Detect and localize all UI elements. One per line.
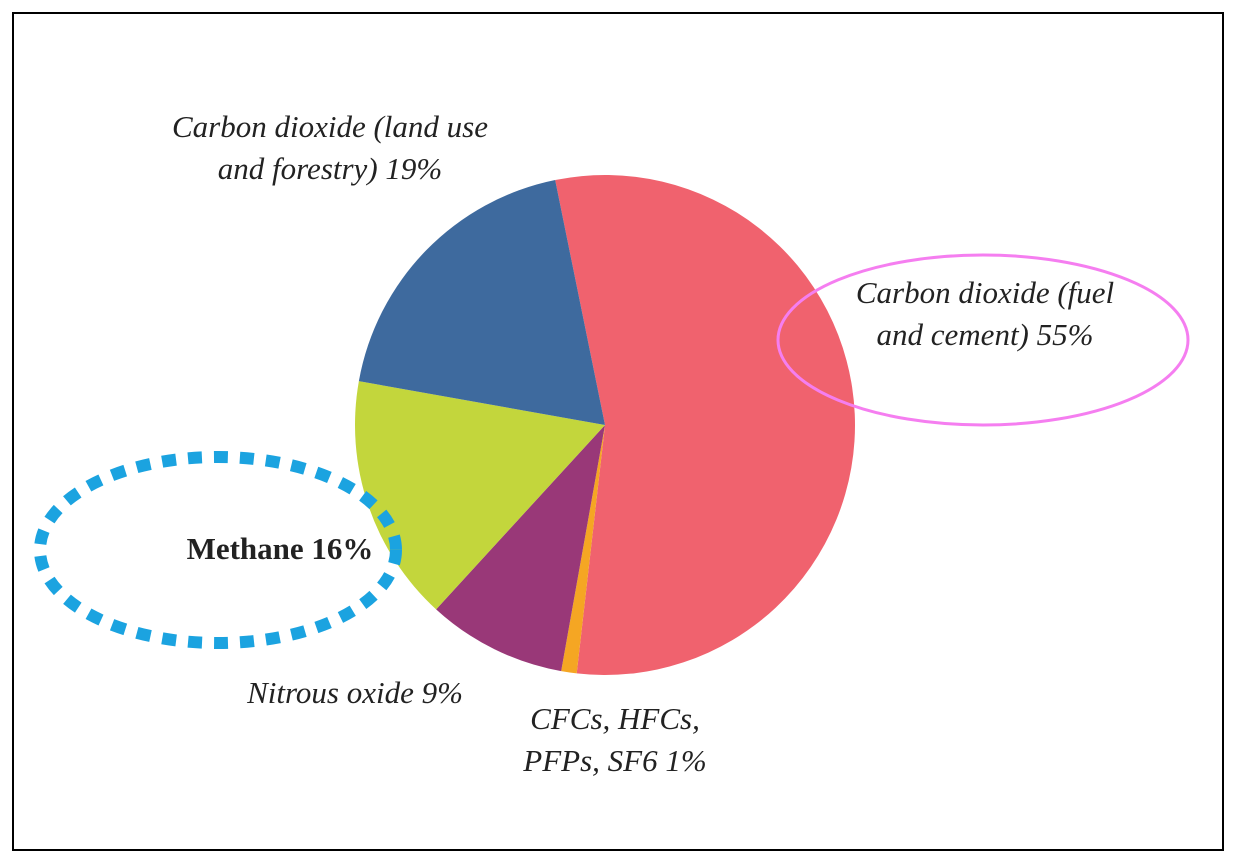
highlight-ellipse <box>776 253 1190 427</box>
wedge <box>555 174 856 675</box>
value-label: 55% <box>1036 317 1094 352</box>
value-label: 9% <box>421 675 463 710</box>
slice-label: Carbon dioxide (land use and forestry) 1… <box>170 106 490 190</box>
category-name: Carbon dioxide (fuel and cement) <box>855 275 1115 352</box>
highlight-dotted-ellipse <box>34 451 402 649</box>
category-name: CFCs, HFCs, PFPs, SF6 <box>523 701 700 778</box>
category-name: Carbon dioxide (land use and forestry) <box>172 109 488 186</box>
pie <box>355 174 856 675</box>
slice-label: Nitrous oxide 9% <box>190 672 520 714</box>
value-label: 1% <box>665 743 707 778</box>
slice-label: Methane 16% <box>180 528 380 570</box>
value-label: 16% <box>311 531 374 566</box>
category-name: Methane <box>186 531 304 566</box>
slice-label: CFCs, HFCs, PFPs, SF6 1% <box>505 698 725 782</box>
frame <box>12 12 1224 851</box>
wedge <box>561 425 605 674</box>
wedge <box>436 425 605 672</box>
category-name: Nitrous oxide <box>247 675 414 710</box>
slice-label: Carbon dioxide (fuel and cement) 55% <box>840 272 1130 356</box>
value-label: 19% <box>385 151 443 186</box>
wedge <box>355 381 605 610</box>
wedge <box>358 180 605 425</box>
